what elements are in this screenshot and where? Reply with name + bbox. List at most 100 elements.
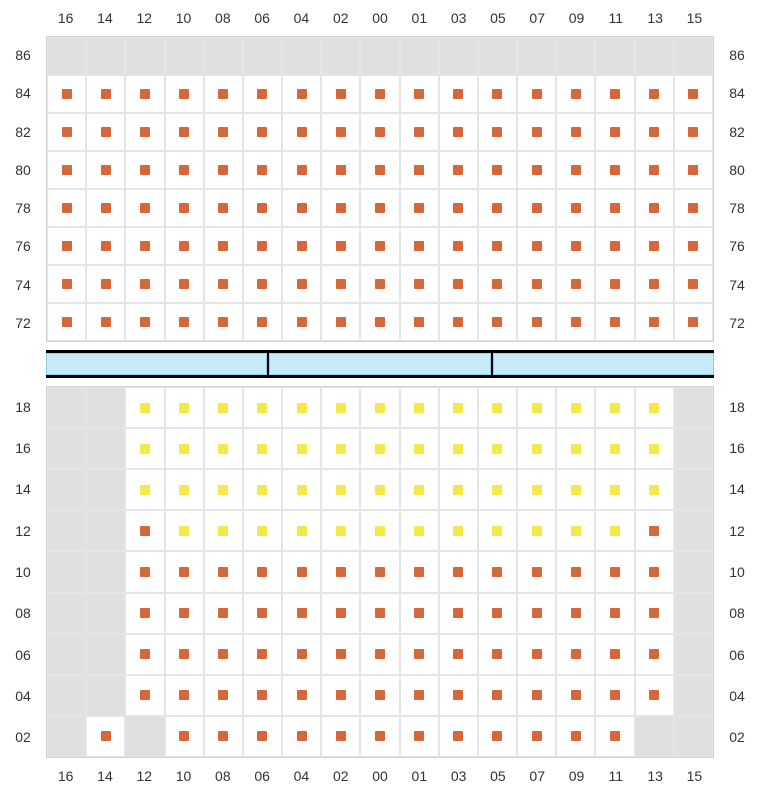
seat-cell[interactable] xyxy=(478,428,517,469)
seat-cell[interactable] xyxy=(243,151,282,189)
seat-cell[interactable] xyxy=(635,387,674,428)
seat-cell[interactable] xyxy=(86,716,125,757)
seat-cell[interactable] xyxy=(595,634,634,675)
seat-cell[interactable] xyxy=(635,189,674,227)
seat-cell[interactable] xyxy=(243,113,282,151)
seat-cell[interactable] xyxy=(165,675,204,716)
seat-cell[interactable] xyxy=(282,227,321,265)
seat-cell[interactable] xyxy=(674,469,713,510)
seat-cell[interactable] xyxy=(243,265,282,303)
seat-cell[interactable] xyxy=(439,551,478,592)
seat-cell[interactable] xyxy=(595,716,634,757)
seat-cell[interactable] xyxy=(478,303,517,341)
seat-cell[interactable] xyxy=(321,75,360,113)
seat-cell[interactable] xyxy=(556,265,595,303)
seat-cell[interactable] xyxy=(674,634,713,675)
seat-cell[interactable] xyxy=(517,151,556,189)
seat-cell[interactable] xyxy=(360,551,399,592)
seat-cell[interactable] xyxy=(595,303,634,341)
seat-cell[interactable] xyxy=(400,675,439,716)
seat-cell[interactable] xyxy=(595,469,634,510)
seat-cell[interactable] xyxy=(517,593,556,634)
seat-cell[interactable] xyxy=(517,265,556,303)
seat-cell[interactable] xyxy=(439,151,478,189)
seat-cell[interactable] xyxy=(478,510,517,551)
seat-cell[interactable] xyxy=(204,303,243,341)
seat-cell[interactable] xyxy=(282,75,321,113)
seat-cell[interactable] xyxy=(556,37,595,75)
seat-cell[interactable] xyxy=(400,387,439,428)
seat-cell[interactable] xyxy=(47,469,86,510)
seat-cell[interactable] xyxy=(517,469,556,510)
seat-cell[interactable] xyxy=(282,113,321,151)
seat-cell[interactable] xyxy=(400,551,439,592)
seat-cell[interactable] xyxy=(204,634,243,675)
seat-cell[interactable] xyxy=(47,113,86,151)
seat-cell[interactable] xyxy=(674,716,713,757)
seat-cell[interactable] xyxy=(360,189,399,227)
seat-cell[interactable] xyxy=(47,675,86,716)
seat-cell[interactable] xyxy=(556,189,595,227)
seat-cell[interactable] xyxy=(243,469,282,510)
seat-cell[interactable] xyxy=(439,387,478,428)
seat-cell[interactable] xyxy=(165,113,204,151)
seat-cell[interactable] xyxy=(556,716,595,757)
seat-cell[interactable] xyxy=(674,593,713,634)
seat-cell[interactable] xyxy=(674,265,713,303)
seat-cell[interactable] xyxy=(86,265,125,303)
seat-cell[interactable] xyxy=(556,227,595,265)
seat-cell[interactable] xyxy=(321,189,360,227)
seat-cell[interactable] xyxy=(595,113,634,151)
seat-cell[interactable] xyxy=(478,113,517,151)
seat-cell[interactable] xyxy=(243,227,282,265)
seat-cell[interactable] xyxy=(439,716,478,757)
seat-cell[interactable] xyxy=(47,303,86,341)
seat-cell[interactable] xyxy=(595,189,634,227)
seat-cell[interactable] xyxy=(282,551,321,592)
seat-cell[interactable] xyxy=(86,593,125,634)
seat-cell[interactable] xyxy=(674,428,713,469)
seat-cell[interactable] xyxy=(86,227,125,265)
seat-cell[interactable] xyxy=(282,265,321,303)
seat-cell[interactable] xyxy=(635,113,674,151)
seat-cell[interactable] xyxy=(243,303,282,341)
seat-cell[interactable] xyxy=(635,151,674,189)
seat-cell[interactable] xyxy=(439,189,478,227)
seat-cell[interactable] xyxy=(360,510,399,551)
seat-cell[interactable] xyxy=(635,469,674,510)
seat-cell[interactable] xyxy=(400,189,439,227)
seat-cell[interactable] xyxy=(400,265,439,303)
seat-cell[interactable] xyxy=(595,675,634,716)
seat-cell[interactable] xyxy=(674,37,713,75)
seat-cell[interactable] xyxy=(282,37,321,75)
seat-cell[interactable] xyxy=(400,510,439,551)
seat-cell[interactable] xyxy=(595,151,634,189)
seat-cell[interactable] xyxy=(635,227,674,265)
seat-cell[interactable] xyxy=(243,75,282,113)
seat-cell[interactable] xyxy=(321,227,360,265)
seat-cell[interactable] xyxy=(86,189,125,227)
seat-cell[interactable] xyxy=(439,113,478,151)
seat-cell[interactable] xyxy=(165,510,204,551)
seat-cell[interactable] xyxy=(321,303,360,341)
seat-cell[interactable] xyxy=(400,75,439,113)
seat-cell[interactable] xyxy=(595,428,634,469)
seat-cell[interactable] xyxy=(439,75,478,113)
seat-cell[interactable] xyxy=(400,428,439,469)
seat-cell[interactable] xyxy=(400,303,439,341)
seat-cell[interactable] xyxy=(47,189,86,227)
seat-cell[interactable] xyxy=(360,387,399,428)
seat-cell[interactable] xyxy=(556,75,595,113)
seat-cell[interactable] xyxy=(595,75,634,113)
seat-cell[interactable] xyxy=(165,265,204,303)
seat-cell[interactable] xyxy=(86,387,125,428)
seat-cell[interactable] xyxy=(165,75,204,113)
seat-cell[interactable] xyxy=(635,551,674,592)
seat-cell[interactable] xyxy=(595,510,634,551)
seat-cell[interactable] xyxy=(674,151,713,189)
seat-cell[interactable] xyxy=(243,428,282,469)
seat-cell[interactable] xyxy=(635,428,674,469)
seat-cell[interactable] xyxy=(282,151,321,189)
seat-cell[interactable] xyxy=(204,75,243,113)
seat-cell[interactable] xyxy=(635,716,674,757)
